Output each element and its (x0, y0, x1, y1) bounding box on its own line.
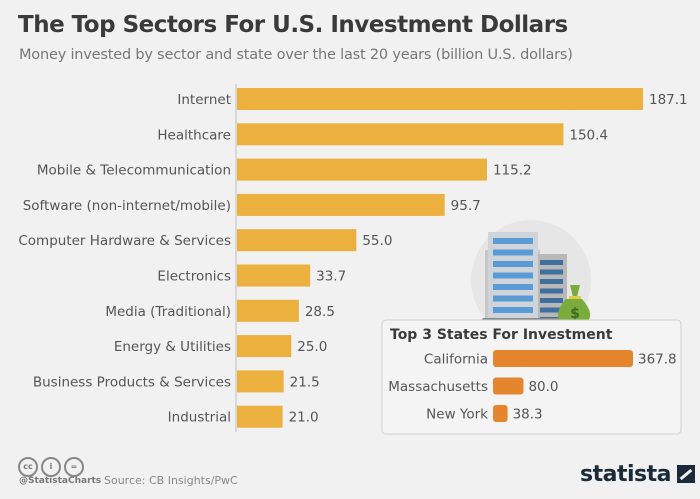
bar (237, 158, 487, 181)
money-bag-icon: $ (557, 285, 591, 323)
state-bars: California 367.8 Massachusetts 80.0 New York… (388, 350, 677, 423)
window (540, 269, 563, 275)
value-label: 28.5 (305, 304, 335, 320)
state-label: New York (426, 407, 488, 423)
bar (237, 229, 357, 252)
category-label: Energy & Utilities (114, 339, 231, 355)
category-label: Business Products & Services (33, 374, 231, 390)
category-label: Computer Hardware & Services (18, 233, 231, 249)
window (493, 261, 533, 267)
bar (237, 264, 311, 287)
category-label: Media (Traditional) (105, 304, 231, 320)
bar (237, 299, 299, 322)
state-value-label: 367.8 (638, 352, 677, 368)
category-label: Mobile & Telecommunication (37, 163, 231, 179)
footer-handle: @StatistaCharts (19, 476, 102, 486)
state-value-label: 80.0 (528, 379, 558, 395)
logo-text: statista (580, 462, 671, 487)
bar (237, 193, 445, 216)
building-windows (493, 238, 563, 322)
window (493, 238, 533, 244)
value-label: 150.4 (569, 127, 608, 143)
window (493, 307, 533, 313)
states-inset-title: Top 3 States For Investment (390, 327, 613, 343)
states-inset-panel (381, 319, 682, 435)
value-label: 55.0 (362, 233, 392, 249)
value-label: 33.7 (316, 269, 346, 285)
window (540, 260, 563, 265)
cc-icon: cc (18, 457, 38, 477)
value-label: 21.5 (290, 374, 320, 390)
category-label: Industrial (168, 410, 231, 426)
window (493, 272, 533, 279)
window (493, 295, 533, 302)
state-value-label: 38.3 (513, 407, 543, 423)
chart-title: The Top Sectors For U.S. Investment Doll… (18, 12, 568, 38)
by-icon: i (41, 457, 61, 477)
state-label: Massachusetts (388, 379, 488, 395)
value-label: 25.0 (297, 339, 327, 355)
bar (237, 123, 564, 146)
state-bar (493, 377, 524, 395)
window (540, 288, 563, 294)
statista-logo[interactable]: statista (580, 462, 695, 487)
window (540, 279, 563, 284)
footer-source: Source: CB Insights/PwC (104, 474, 238, 487)
bar (237, 335, 292, 358)
window (493, 284, 533, 290)
value-label: 115.2 (493, 163, 532, 179)
window (540, 307, 563, 313)
chart-subtitle: Money invested by sector and state over … (19, 47, 573, 63)
bar (237, 370, 284, 393)
window (540, 298, 563, 303)
value-label: 95.7 (451, 198, 481, 214)
nd-icon: = (64, 457, 84, 477)
category-label: Electronics (157, 269, 231, 285)
bar (237, 405, 283, 428)
category-label: Internet (177, 92, 231, 108)
value-label: 21.0 (289, 410, 319, 426)
state-label: California (424, 352, 488, 368)
statista-logo-icon (676, 465, 695, 483)
value-label: 187.1 (649, 92, 688, 108)
sector-bars: Internet 187.1 Healthcare 150.4 Mobile & Tel… (18, 88, 688, 428)
bar (237, 88, 643, 110)
svg-text:$: $ (570, 306, 580, 322)
category-label: Software (non-internet/mobile) (23, 198, 231, 214)
category-label: Healthcare (157, 127, 231, 143)
state-bar (493, 350, 633, 367)
state-bar (493, 405, 508, 422)
window (493, 249, 533, 256)
